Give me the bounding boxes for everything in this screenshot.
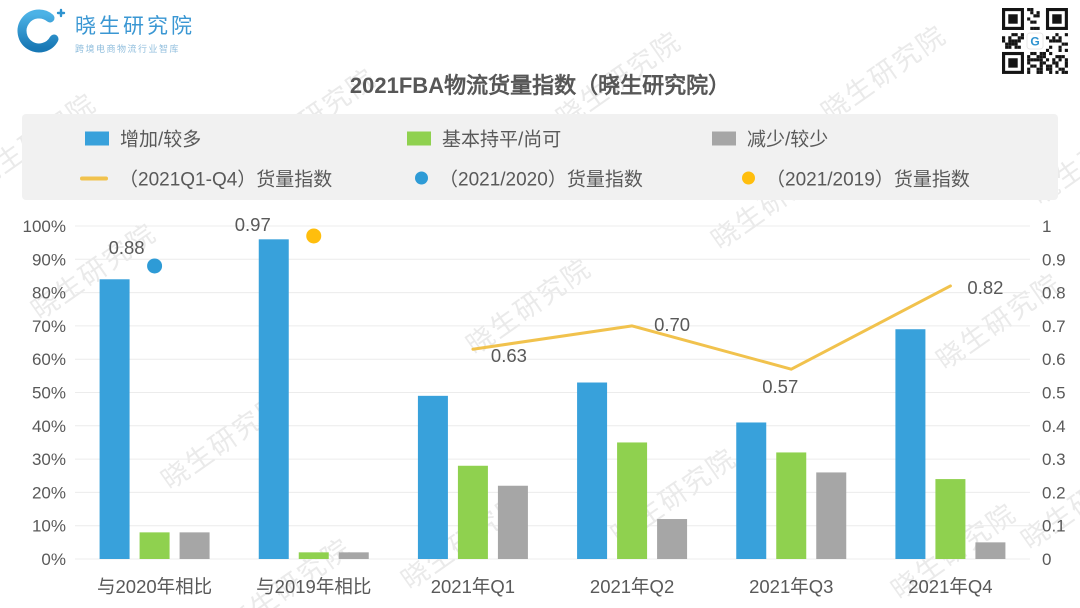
chart-title: 2021FBA物流货量指数（晓生研究院） [349,73,731,98]
x-axis-label-4: 2021年Q2 [590,576,674,597]
bar-series1-cat4 [577,382,608,559]
y-axis-right-tick: 0.6 [1042,350,1066,369]
qr-code-icon: G [1000,6,1070,81]
legend-label: （2021/2020）货量指数 [439,169,643,191]
y-axis-left-tick: 20% [32,483,66,502]
legend-line-swatch [80,176,108,180]
scatter-dot-1 [147,258,163,274]
y-axis-left-tick: 80% [32,284,66,303]
y-axis-right-tick: 1 [1042,217,1051,236]
y-axis-left-tick: 60% [32,350,66,369]
bar-series1-cat2 [258,239,289,559]
legend-item-1: 增加/较多 [85,125,201,152]
bar-series2-cat1 [139,532,170,559]
legend-label: （2021/2019）货量指数 [766,169,970,191]
legend-label: 基本持平/尚可 [442,129,562,151]
y-axis-left-tick: 10% [32,517,66,536]
brand-tagline: 跨境电商物流行业智库 [75,44,181,55]
x-axis-label-5: 2021年Q3 [749,576,833,597]
y-axis-left-tick: 0% [41,550,66,569]
g-swirl-logo-icon [17,8,66,53]
bar-series1-cat5 [736,422,767,559]
scatter-dot-label: 0.88 [109,237,145,258]
x-axis-label-3: 2021年Q1 [431,576,515,597]
legend-item-3: 减少/较少 [712,125,828,152]
y-axis-right-tick: 0 [1042,550,1051,569]
x-axis-label-6: 2021年Q4 [908,576,992,597]
y-axis-left-tick: 30% [32,450,66,469]
x-axis-label-1: 与2020年相比 [97,576,212,597]
bar-series3-cat6 [975,542,1006,559]
bar-series2-cat3 [457,465,488,559]
bar-series3-cat1 [179,532,210,559]
bar-series1-cat3 [417,395,448,559]
bar-series1-cat6 [895,329,926,559]
legend: 增加/较多 基本持平/尚可 减少/较少 （2021Q1-Q4）货量指数 （2021/20… [22,114,1058,200]
bar-series3-cat3 [497,485,528,559]
y-axis-left-tick: 70% [32,317,66,336]
y-axis-right-tick: 0.8 [1042,284,1066,303]
legend-dot-swatch [742,171,755,185]
x-axis-label-2: 与2019年相比 [256,576,371,597]
chart-area: 0% 0 10% 0.1 20% 0.2 30% 0.3 40% 0.4 50% 0.5 60% 0.6 7… [0,205,1080,608]
legend-item-6: （2021/2019）货量指数 [742,165,970,192]
line-point-label: 0.63 [491,345,527,366]
bar-series3-cat2 [338,552,369,559]
line-point-label: 0.82 [967,277,1003,298]
y-axis-right-tick: 0.5 [1042,384,1066,403]
legend-label: 减少/较少 [747,129,829,151]
line-point-label: 0.70 [654,314,690,335]
y-axis-right-tick: 0.3 [1042,450,1066,469]
brand-logo: 晓生研究院 跨境电商物流行业智库 [14,6,195,58]
bar-series2-cat4 [617,442,648,559]
index-line [471,284,952,371]
bar-series3-cat5 [816,472,847,559]
y-axis-left-tick: 40% [32,417,66,436]
bar-series2-cat5 [776,452,807,559]
y-axis-left-tick: 50% [32,384,66,403]
y-axis-left-tick: 100% [23,217,66,236]
svg-text:G: G [1030,35,1039,49]
legend-label: 增加/较多 [120,129,202,151]
y-axis-right-tick: 0.4 [1042,417,1066,436]
legend-square-swatch [85,131,109,145]
legend-item-4: （2021Q1-Q4）货量指数 [80,165,332,192]
legend-square-swatch [712,131,736,145]
bar-series2-cat6 [935,479,966,559]
bar-series2-cat2 [298,552,329,559]
legend-square-swatch [407,131,431,145]
bar-series1-cat1 [99,279,130,559]
brand-name: 晓生研究院 [75,15,195,38]
scatter-dot-2 [306,228,322,244]
legend-item-5: （2021/2020）货量指数 [415,165,643,192]
legend-item-2: 基本持平/尚可 [407,125,561,152]
legend-dot-swatch [415,171,428,185]
y-axis-right-tick: 0.1 [1042,517,1066,536]
legend-label: （2021Q1-Q4）货量指数 [119,169,333,191]
y-axis-right-tick: 0.2 [1042,483,1066,502]
y-axis-right-tick: 0.7 [1042,317,1066,336]
bar-series3-cat4 [657,519,688,559]
y-axis-left-tick: 90% [32,250,66,269]
y-axis-right-tick: 0.9 [1042,250,1066,269]
scatter-dot-label: 0.97 [235,214,271,235]
line-point-label: 0.57 [762,376,798,397]
